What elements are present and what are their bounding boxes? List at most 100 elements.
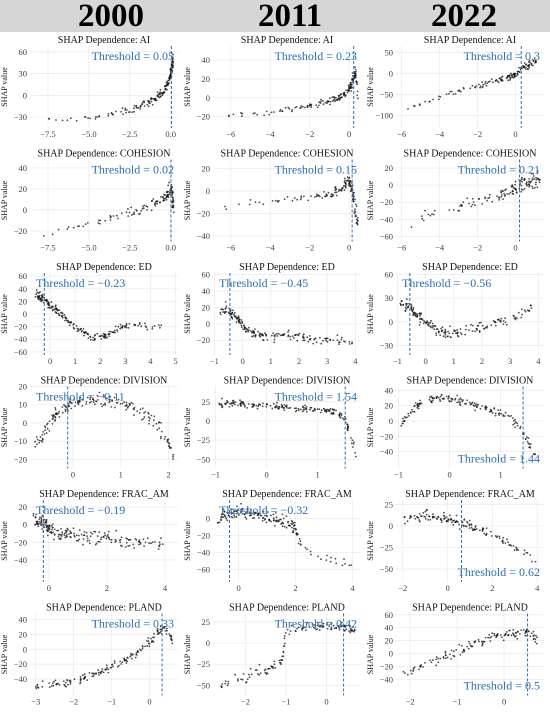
data-point <box>254 334 257 336</box>
data-point <box>320 342 323 345</box>
y-tick-label: 10 <box>19 400 28 410</box>
data-point <box>63 532 66 535</box>
data-point <box>142 207 145 210</box>
data-point <box>294 630 297 632</box>
x-tick-label: 0 <box>240 356 244 366</box>
data-point <box>53 308 56 311</box>
data-point <box>404 416 407 419</box>
data-point <box>455 520 458 523</box>
y-tick-label: −40 <box>14 555 27 565</box>
data-point <box>88 401 91 404</box>
x-tick-label: −2 <box>241 697 250 707</box>
chart-title: SHAP Dependence: DIVISION <box>41 376 168 387</box>
data-point <box>483 640 486 643</box>
data-point <box>451 90 453 93</box>
data-point <box>533 178 536 181</box>
data-point <box>151 328 154 330</box>
data-point <box>535 181 537 184</box>
data-point <box>145 205 148 207</box>
data-point <box>438 398 441 401</box>
y-tick-label: 20 <box>385 163 394 173</box>
data-point <box>233 403 236 406</box>
data-point <box>473 640 476 643</box>
x-tick-label: 4 <box>148 356 153 366</box>
data-point <box>233 311 236 314</box>
data-point <box>40 439 43 442</box>
data-point <box>241 115 243 118</box>
data-point <box>230 511 233 514</box>
data-point <box>455 649 458 651</box>
data-point <box>270 520 272 523</box>
data-point <box>421 215 423 218</box>
data-point <box>445 93 448 96</box>
data-point <box>426 321 428 324</box>
data-point <box>478 529 481 532</box>
x-tick-label: −5.0 <box>81 129 96 139</box>
data-point <box>129 111 131 113</box>
data-point <box>468 202 471 205</box>
data-point <box>126 538 128 540</box>
data-point <box>82 678 85 680</box>
data-point <box>405 303 408 305</box>
data-point <box>483 532 486 535</box>
data-point <box>484 80 487 83</box>
data-point <box>451 521 453 524</box>
data-point <box>172 53 174 56</box>
data-point <box>414 402 417 404</box>
scatter-points <box>400 393 537 456</box>
data-point <box>74 405 76 407</box>
data-point <box>234 315 237 318</box>
y-tick-label: 20 <box>202 163 211 173</box>
data-point <box>54 408 57 411</box>
data-point <box>335 194 338 197</box>
data-point <box>349 180 351 183</box>
data-point <box>290 624 293 627</box>
y-axis-label: SHAP value <box>366 180 375 220</box>
data-point <box>326 623 328 626</box>
data-point <box>345 628 348 631</box>
data-point <box>169 74 171 77</box>
data-point <box>252 112 255 115</box>
data-point <box>353 191 355 194</box>
data-point <box>354 208 356 211</box>
y-tick-label: 20 <box>385 401 394 411</box>
data-point <box>46 302 49 305</box>
data-point <box>448 209 451 211</box>
data-point <box>505 323 508 326</box>
y-axis-label: SHAP value <box>366 407 375 447</box>
data-point <box>101 668 104 670</box>
data-point <box>102 671 105 674</box>
data-point <box>83 673 86 676</box>
data-point <box>106 535 108 538</box>
data-point <box>502 320 505 322</box>
data-point <box>293 524 296 527</box>
data-point <box>152 641 155 643</box>
data-point <box>428 100 431 103</box>
data-point <box>162 626 165 628</box>
data-point <box>528 178 530 180</box>
data-point <box>466 645 468 648</box>
data-point <box>34 516 37 518</box>
data-point <box>223 312 226 315</box>
data-point <box>139 648 141 651</box>
y-tick-label: 0 <box>206 186 210 196</box>
data-point <box>146 328 149 331</box>
data-point <box>354 211 357 214</box>
data-point <box>70 402 73 404</box>
data-point <box>92 339 94 341</box>
data-point <box>288 407 290 410</box>
data-point <box>230 508 233 510</box>
data-point <box>102 404 105 406</box>
data-point <box>231 317 234 320</box>
data-point <box>465 525 467 527</box>
data-point <box>132 407 135 410</box>
data-point <box>447 397 449 400</box>
data-point <box>527 180 530 183</box>
data-point <box>51 418 54 421</box>
data-point <box>519 427 521 430</box>
data-point <box>101 405 104 408</box>
data-point <box>303 195 305 198</box>
data-point <box>492 319 495 322</box>
data-point <box>348 625 351 628</box>
data-point <box>276 332 278 335</box>
